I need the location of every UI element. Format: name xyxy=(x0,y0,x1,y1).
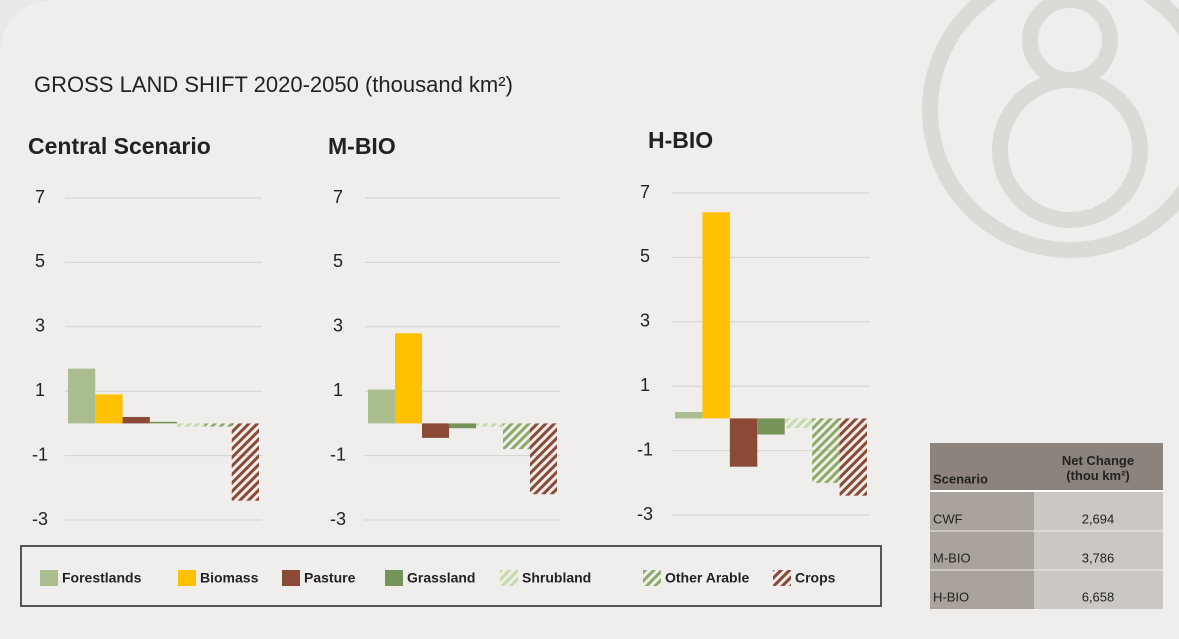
bar xyxy=(757,418,785,435)
legend-swatch xyxy=(385,570,403,586)
bar xyxy=(449,423,476,429)
y-tick-label: -1 xyxy=(330,444,346,464)
legend-swatch xyxy=(773,570,791,586)
table-header-cell: Scenario xyxy=(933,471,988,486)
bar xyxy=(177,423,205,427)
y-tick-label: 7 xyxy=(640,182,650,202)
table-cell: 6,658 xyxy=(1082,589,1115,604)
legend-label: Grassland xyxy=(407,570,475,586)
bar xyxy=(729,418,758,467)
y-tick-label: -3 xyxy=(330,509,346,529)
y-tick-label: -1 xyxy=(637,439,653,459)
legend-label: Crops xyxy=(795,570,836,586)
bar xyxy=(122,416,150,424)
table-cell: CWF xyxy=(933,511,963,526)
y-tick-label: 5 xyxy=(640,246,650,266)
y-tick-label: 1 xyxy=(35,380,45,400)
legend-label: Other Arable xyxy=(665,570,749,586)
legend-box xyxy=(20,545,882,607)
table-cell: H-BIO xyxy=(933,589,969,604)
bar xyxy=(839,418,867,496)
bar xyxy=(702,212,730,419)
chart-title: Central Scenario xyxy=(28,133,211,159)
legend-swatch xyxy=(178,570,196,586)
legend-label: Biomass xyxy=(200,570,259,586)
y-tick-label: -1 xyxy=(32,444,48,464)
legend-swatch xyxy=(282,570,300,586)
y-tick-label: 5 xyxy=(333,251,343,271)
bar xyxy=(149,421,178,424)
y-tick-label: 1 xyxy=(640,375,650,395)
y-tick-label: 7 xyxy=(35,187,45,207)
bar xyxy=(422,423,449,438)
bar xyxy=(675,411,703,419)
bar xyxy=(204,423,232,427)
y-tick-label: 5 xyxy=(35,251,45,271)
table-cell: 2,694 xyxy=(1082,511,1115,526)
bar xyxy=(503,423,530,450)
y-tick-label: 3 xyxy=(333,316,343,336)
table-cell: 3,786 xyxy=(1082,550,1115,565)
logo xyxy=(922,0,1179,258)
bar xyxy=(368,389,395,424)
bar xyxy=(68,368,96,424)
table-header-cell: Net Change (thou km²) xyxy=(1062,453,1134,483)
legend-swatch xyxy=(500,570,518,586)
legend-label: Shrubland xyxy=(522,570,591,586)
y-tick-label: 7 xyxy=(333,187,343,207)
y-tick-label: 3 xyxy=(640,311,650,331)
table-col xyxy=(930,491,1034,609)
legend-label: Forestlands xyxy=(62,570,142,586)
y-tick-label: 1 xyxy=(333,380,343,400)
y-tick-label: -3 xyxy=(637,504,653,524)
bar xyxy=(812,418,840,483)
table-header xyxy=(930,443,1163,491)
bar xyxy=(530,423,557,495)
bar xyxy=(784,418,813,429)
page-title: GROSS LAND SHIFT 2020-2050 (thousand km²… xyxy=(34,72,513,97)
chart-title: H-BIO xyxy=(648,127,713,153)
chart-title: M-BIO xyxy=(328,133,396,159)
bar xyxy=(476,423,503,427)
legend-label: Pasture xyxy=(304,570,356,586)
table-cell: M-BIO xyxy=(933,550,971,565)
y-tick-label: 3 xyxy=(35,316,45,336)
table: Scenario Net Change (thou km²) CWF 2,694 M-BI… xyxy=(930,443,1163,609)
legend-swatch xyxy=(643,570,661,586)
bar xyxy=(231,423,259,501)
y-tick-label: -3 xyxy=(32,509,48,529)
bar xyxy=(95,394,123,424)
legend-swatch xyxy=(40,570,58,586)
bar xyxy=(395,333,422,424)
